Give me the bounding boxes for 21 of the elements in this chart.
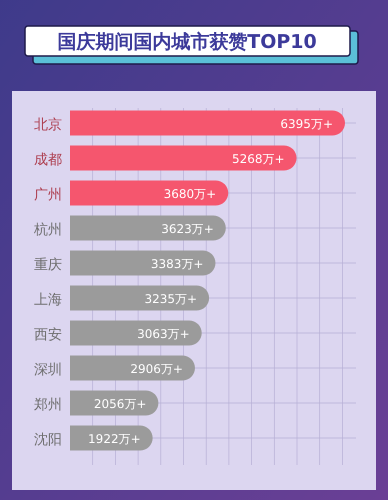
category-label: 北京 bbox=[34, 117, 62, 133]
category-label: 重庆 bbox=[34, 257, 62, 273]
value-label: 3680万+ bbox=[164, 187, 216, 201]
category-label: 西安 bbox=[34, 327, 62, 343]
value-label: 6395万+ bbox=[280, 117, 333, 131]
value-label: 2056万+ bbox=[94, 397, 146, 411]
title: 国庆期间国内城市获赞TOP10 bbox=[57, 31, 317, 53]
value-label: 3063万+ bbox=[137, 327, 190, 341]
value-label: 3623万+ bbox=[161, 222, 214, 236]
value-label: 2906万+ bbox=[130, 362, 183, 376]
category-label: 郑州 bbox=[34, 397, 62, 413]
value-label: 5268万+ bbox=[232, 152, 285, 166]
category-label: 成都 bbox=[34, 152, 62, 168]
category-label: 沈阳 bbox=[34, 432, 62, 448]
category-label: 杭州 bbox=[34, 222, 62, 238]
category-label: 深圳 bbox=[34, 362, 62, 378]
category-label: 广州 bbox=[34, 187, 62, 203]
category-label: 上海 bbox=[34, 292, 62, 308]
value-label: 3383万+ bbox=[150, 257, 204, 271]
value-label: 1922万+ bbox=[88, 432, 141, 446]
value-label: 3235万+ bbox=[144, 292, 198, 306]
